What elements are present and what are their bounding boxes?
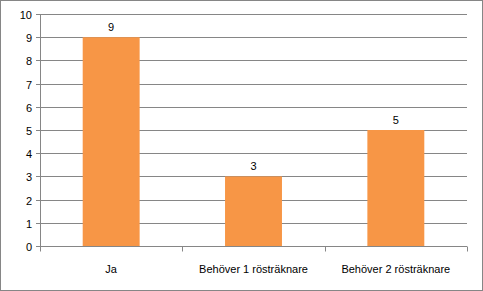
- y-tick-label: 1: [26, 218, 32, 230]
- data-label: 5: [393, 114, 399, 126]
- y-tick-label: 6: [26, 102, 32, 114]
- y-tick-label: 3: [26, 171, 32, 183]
- x-tick: [467, 247, 468, 252]
- bars: [83, 37, 425, 246]
- bar: [83, 37, 140, 246]
- y-tick: [36, 246, 40, 247]
- y-tick: [36, 130, 40, 131]
- data-label: 9: [108, 21, 114, 33]
- y-tick-label: 9: [26, 32, 32, 44]
- x-tick-label: Behöver 1 rösträknare: [199, 263, 308, 275]
- y-tick: [36, 153, 40, 154]
- y-tick-label: 0: [26, 241, 32, 253]
- y-tick: [36, 14, 40, 15]
- x-tick-label: Ja: [105, 263, 118, 275]
- chart-border: [1, 1, 483, 291]
- y-tick-label: 10: [20, 9, 32, 21]
- y-tick-label: 2: [26, 195, 32, 207]
- y-tick-label: 4: [26, 148, 32, 160]
- grid-line: [40, 246, 467, 247]
- x-tick-label: Behöver 2 rösträknare: [341, 263, 450, 275]
- grid-line: [40, 14, 467, 15]
- y-tick: [36, 84, 40, 85]
- bar: [367, 130, 424, 246]
- x-tick: [40, 247, 41, 252]
- y-tick: [36, 176, 40, 177]
- bar: [225, 176, 282, 246]
- x-tick: [182, 247, 183, 252]
- y-tick-label: 7: [26, 79, 32, 91]
- x-axis: [40, 246, 467, 247]
- data-label: 3: [250, 160, 256, 172]
- y-axis: [40, 14, 41, 246]
- y-tick-label: 8: [26, 55, 32, 67]
- x-tick: [325, 247, 326, 252]
- y-tick: [36, 37, 40, 38]
- y-tick: [36, 200, 40, 201]
- chart: 0 1 2 3 4 5 6 7 8 9 10 9 3 5 Ja Behöver 1 rösträknare Be…: [0, 0, 483, 291]
- y-tick: [36, 223, 40, 224]
- y-tick: [36, 60, 40, 61]
- y-tick-label: 5: [26, 125, 32, 137]
- y-tick: [36, 107, 40, 108]
